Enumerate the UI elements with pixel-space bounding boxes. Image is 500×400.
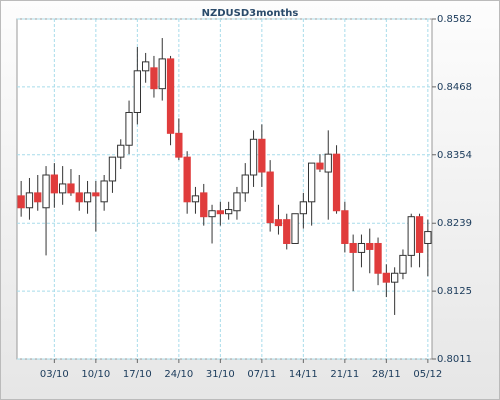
candle-body xyxy=(108,156,117,182)
candle-body xyxy=(291,213,299,244)
candle-body xyxy=(415,216,424,253)
candle-body xyxy=(117,144,125,158)
candle-body xyxy=(424,231,432,244)
candle-body xyxy=(283,219,291,244)
candle-body xyxy=(307,162,316,203)
candle-body xyxy=(382,272,391,283)
candle-body xyxy=(299,201,308,215)
candle-body xyxy=(208,210,216,218)
x-tick-label: 24/10 xyxy=(164,369,193,380)
candle-body xyxy=(83,192,92,203)
candle-body xyxy=(374,242,382,274)
x-tick-label: 10/10 xyxy=(81,369,110,380)
candle-body xyxy=(341,210,349,244)
candle-body xyxy=(75,192,83,203)
candle-body xyxy=(390,272,399,283)
candle-body xyxy=(25,192,34,209)
candle-body xyxy=(175,132,183,158)
y-tick-label: 0.8354 xyxy=(437,150,472,161)
candle-body xyxy=(399,254,407,274)
candle-body xyxy=(274,219,283,227)
candle-body xyxy=(133,70,142,113)
y-tick-label: 0.8582 xyxy=(437,14,472,25)
candle-body xyxy=(92,192,100,197)
candle-body xyxy=(233,192,241,212)
x-tick-label: 05/12 xyxy=(413,369,442,380)
x-tick-label: 31/10 xyxy=(206,369,235,380)
candle-body xyxy=(241,174,249,194)
candle-body xyxy=(183,156,191,203)
candle-body xyxy=(357,242,366,253)
candle-body xyxy=(158,58,166,90)
candle-body xyxy=(216,210,225,215)
x-tick-label: 21/11 xyxy=(330,369,359,380)
x-tick-label: 17/10 xyxy=(123,369,152,380)
candle-body xyxy=(324,153,332,173)
candle-body xyxy=(42,174,50,209)
candle-body xyxy=(34,192,42,203)
candle-body xyxy=(58,183,67,194)
candle-body xyxy=(100,180,108,203)
candle-body xyxy=(17,195,25,209)
candle-body xyxy=(67,183,75,194)
candle-body xyxy=(266,171,274,224)
candle-body xyxy=(150,67,158,90)
candle-body xyxy=(407,216,415,256)
candle-body xyxy=(316,162,324,170)
candle-body xyxy=(200,192,208,218)
candle-body xyxy=(366,242,374,250)
y-tick-label: 0.8239 xyxy=(437,218,472,229)
y-tick-label: 0.8468 xyxy=(437,82,472,93)
candle-body xyxy=(191,195,200,203)
plot-area xyxy=(16,18,433,360)
y-tick-label: 0.8011 xyxy=(437,354,472,365)
x-tick-label: 14/11 xyxy=(289,369,318,380)
chart-title: NZDUSD3months xyxy=(202,8,299,19)
y-tick-label: 0.8125 xyxy=(437,286,472,297)
candle-body xyxy=(224,209,233,215)
candle-body xyxy=(50,174,59,194)
x-tick-label: 03/10 xyxy=(40,369,69,380)
candle-body xyxy=(332,153,341,212)
x-tick-label: 07/11 xyxy=(247,369,276,380)
candle-body xyxy=(166,58,175,134)
candle-body xyxy=(249,138,258,176)
candle-body xyxy=(141,61,150,72)
x-tick-label: 28/11 xyxy=(372,369,401,380)
candle-body xyxy=(349,242,357,253)
candle-body xyxy=(258,138,266,173)
candle-body xyxy=(125,111,133,146)
